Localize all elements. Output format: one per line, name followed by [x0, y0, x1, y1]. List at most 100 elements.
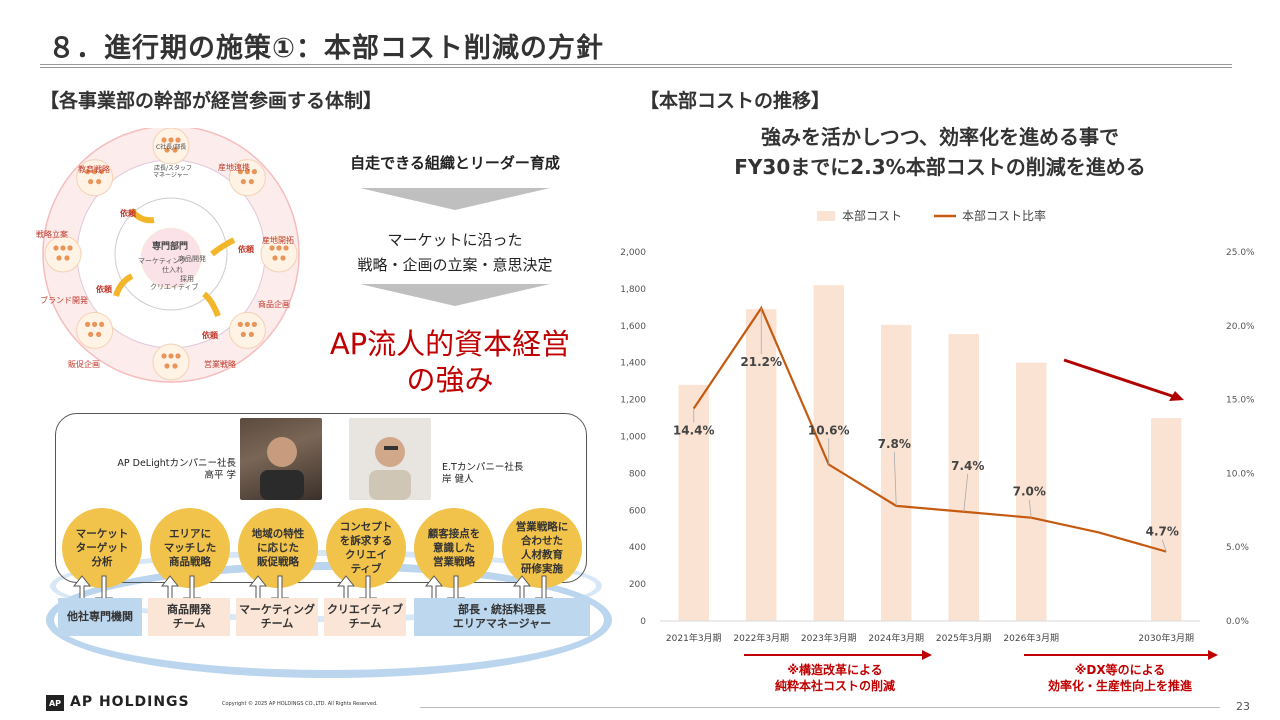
- note-2-line1: ※DX等のによる: [1074, 663, 1166, 677]
- team-box: 他社専門機関: [58, 598, 142, 636]
- data-label: 4.7%: [1146, 525, 1179, 539]
- person-icon: [85, 321, 91, 327]
- strategy-circle: 地域の特性 に応じた 販促戦略: [238, 508, 318, 588]
- person-icon: [164, 147, 170, 153]
- outer-label-1: 教育戦略: [78, 165, 110, 174]
- team-box-line: クリエイティブ: [326, 603, 404, 616]
- strategy-circle: マーケット ターゲット 分析: [62, 508, 142, 588]
- bar: [678, 384, 709, 621]
- team-frame: [55, 413, 587, 583]
- y-right-tick: 0.0%: [1226, 617, 1249, 627]
- node-top-label: C社長/部長: [156, 144, 187, 151]
- y-left-tick: 1,800: [620, 285, 646, 295]
- person-node: [76, 159, 114, 197]
- strategy-circle-line: 地域の特性: [251, 528, 305, 540]
- person-photo-2: [349, 418, 431, 500]
- strategy-circle-line: 合わせた: [521, 535, 563, 547]
- person-1-caption: AP DeLightカンパニー社長 高平 学: [96, 458, 236, 482]
- person-icon: [175, 353, 181, 359]
- strategy-circle-text: 営業戦略に 合わせた 人材教育 研修実施: [516, 520, 569, 576]
- person-icon: [64, 255, 70, 261]
- data-label: 10.6%: [808, 424, 850, 438]
- person-icon: [85, 169, 91, 175]
- strategy-circle-line: 営業戦略に: [515, 521, 569, 533]
- lead-text: 自走できる組織とリーダー育成: [350, 154, 560, 172]
- strategy-circle-line: 研修実施: [521, 563, 563, 575]
- note-1-line1: ※構造改革による: [787, 663, 883, 677]
- strategy-circle: 営業戦略に 合わせた 人材教育 研修実施: [502, 508, 582, 588]
- data-label-leader: [1028, 499, 1032, 518]
- down-arrow-2: [360, 284, 550, 306]
- person-node: [152, 128, 190, 165]
- team-box: 部長・統括料理長 エリアマネージャー: [414, 598, 590, 636]
- strength-line1: AP流人的資本経営: [329, 327, 571, 361]
- team-box-line: 部長・統括料理長: [457, 603, 546, 616]
- x-tick-label: 2026年3月期: [1003, 632, 1059, 644]
- person-icon: [251, 169, 257, 175]
- team-box-line: 他社専門機関: [67, 610, 133, 623]
- person-icon: [67, 245, 73, 251]
- strategy-circle-text: コンセプト を訴求する クリエイ ティブ: [340, 520, 393, 576]
- outer-label-2: 産地連携: [218, 163, 250, 172]
- x-tick-label: 2023年3月期: [801, 632, 857, 644]
- person-icon: [92, 321, 98, 327]
- y-left-tick: 200: [629, 580, 646, 590]
- title-rule-2: [40, 67, 1232, 68]
- y-left-tick: 800: [629, 469, 646, 479]
- strategy-circle-text: エリアにマッチした商品戦略: [164, 527, 217, 569]
- x-tick-label: 2030年3月期: [1138, 632, 1194, 644]
- person-icon: [168, 353, 174, 359]
- strategy-circle-line: 販促戦略: [257, 556, 299, 568]
- team-box-line: マーケティング: [238, 603, 316, 616]
- outer-label-3: 戦略立案: [36, 230, 68, 239]
- strategy-circle: エリアにマッチした商品戦略: [150, 508, 230, 588]
- strategy-circle-line: マッチした: [163, 542, 217, 554]
- center-item-2: 商品開発: [178, 255, 206, 263]
- person-icon: [164, 363, 170, 369]
- strategy-circle-line: 営業戦略: [433, 556, 475, 568]
- person-icon: [248, 179, 254, 185]
- center-item-1: マーケティング: [138, 257, 187, 265]
- y-left-tick: 1,400: [620, 359, 646, 369]
- team-box-line: チーム: [172, 617, 206, 630]
- center-item-3: 仕入れ: [162, 266, 183, 274]
- x-tick-label: 2022年3月期: [733, 632, 789, 644]
- strategy-circle: コンセプト を訴求する クリエイ ティブ: [326, 508, 406, 588]
- person-icon: [244, 321, 250, 327]
- strategy-circle: 顧客接点を 意識した 営業戦略: [414, 508, 494, 588]
- note-1-line2: 純粋本社コストの削減: [774, 679, 895, 693]
- person-icon: [283, 245, 289, 251]
- person-icon: [248, 331, 254, 337]
- y-left-tick: 400: [629, 543, 646, 553]
- team-box-line: 商品開発: [167, 603, 211, 616]
- person-1-title: AP DeLightカンパニー社長: [117, 458, 236, 469]
- person-icon: [161, 353, 167, 359]
- right-heading: 【本部コストの推移】: [640, 90, 831, 112]
- node-manager-label: マネージャー: [153, 172, 189, 179]
- person-icon: [88, 331, 94, 337]
- y-right-tick: 20.0%: [1226, 322, 1255, 332]
- org-diagram: [42, 128, 300, 383]
- person-1-name: 高平 学: [204, 470, 236, 481]
- bar: [1016, 362, 1047, 621]
- strength-text: AP流人的資本経営 の強み: [300, 326, 600, 398]
- y-left-tick: 1,200: [620, 396, 646, 406]
- strategy-circle-line: エリアに: [169, 528, 211, 540]
- person-icon: [240, 331, 246, 337]
- trend-arrow-head: [1169, 391, 1184, 401]
- person-icon: [276, 245, 282, 251]
- person-icon: [272, 255, 278, 261]
- y-right-tick: 10.0%: [1226, 469, 1255, 479]
- y-right-tick: 25.0%: [1226, 248, 1255, 258]
- data-label: 7.4%: [951, 459, 984, 473]
- team-box-text: クリエイティブ チーム: [327, 603, 403, 631]
- strategy-circle-line: 商品戦略: [169, 556, 211, 568]
- strategy-circle-line: ターゲット: [75, 542, 129, 554]
- person-icon: [99, 321, 105, 327]
- person-icon: [269, 245, 275, 251]
- person-icon: [172, 147, 178, 153]
- strategy-circle-line: を訴求する: [339, 535, 393, 547]
- team-box-line: チーム: [348, 617, 382, 630]
- x-tick-label: 2021年3月期: [666, 632, 722, 644]
- team-box: マーケティング チーム: [236, 598, 318, 636]
